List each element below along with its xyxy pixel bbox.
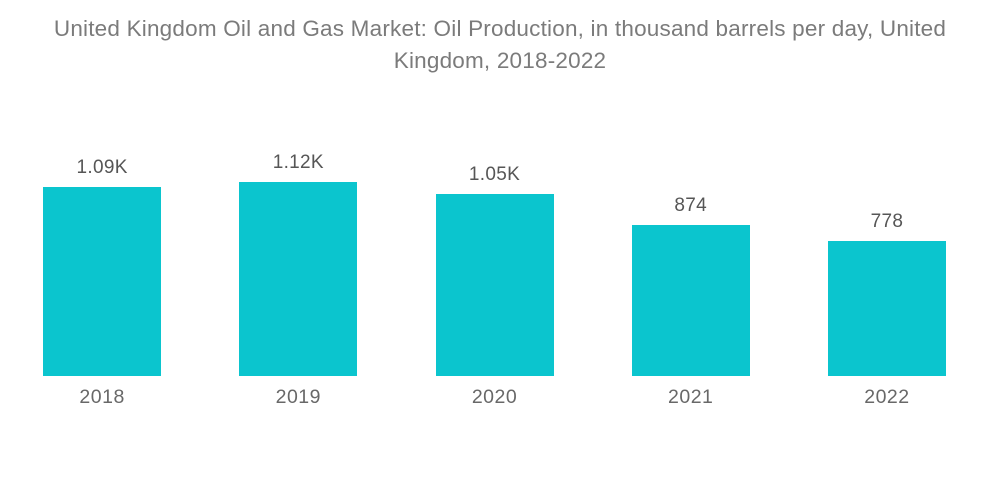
bar-2020 <box>435 194 554 376</box>
x-axis-label-2021: 2021 <box>668 386 714 408</box>
bar-value-label: 1.05K <box>468 164 521 185</box>
bar-value-label: 1.12K <box>272 152 324 173</box>
chart-title-line-2: Kingdom, 2018-2022 <box>393 48 607 73</box>
chart-title-line-1: United Kingdom Oil and Gas Market: Oil P… <box>53 16 947 41</box>
bar-2021 <box>631 225 750 376</box>
bar-group-2019: 1.12K <box>200 0 396 376</box>
x-axis-label-2019: 2019 <box>275 386 321 408</box>
bar-group-2021: 874 <box>593 0 789 376</box>
x-axis-label-2018: 2018 <box>79 386 125 408</box>
bar-group-2018: 1.09K <box>4 0 200 376</box>
bar-group-2022: 778 <box>789 0 985 376</box>
x-axis: 2018 2019 2020 2021 2022 <box>4 386 985 408</box>
chart-title: United Kingdom Oil and Gas Market: Oil P… <box>0 13 1000 77</box>
bar-value-label: 1.09K <box>76 157 128 178</box>
x-axis-label-2022: 2022 <box>864 386 910 408</box>
bar-2022 <box>827 241 946 376</box>
bar-2018 <box>43 187 162 376</box>
bar-value-label: 874 <box>674 195 708 216</box>
x-axis-label-2020: 2020 <box>471 386 518 408</box>
bar-group-2020: 1.05K <box>396 0 592 376</box>
bar-2019 <box>239 182 358 376</box>
bar-plot: 1.09K 1.12K 1.05K 874 778 <box>4 0 985 376</box>
bar-value-label: 778 <box>870 211 904 232</box>
